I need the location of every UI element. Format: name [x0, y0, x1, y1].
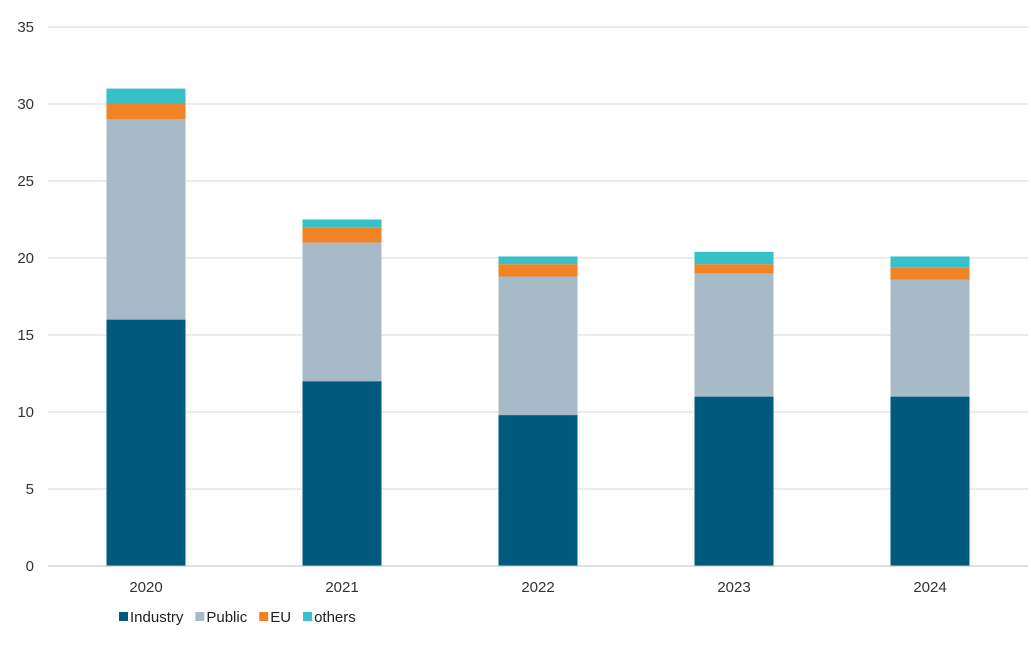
x-tick-label: 2022 [521, 579, 554, 596]
legend-item-others: others [303, 609, 356, 626]
legend-swatch [195, 612, 205, 621]
bar-segment-others-2021 [302, 219, 382, 228]
x-tick-label: 2023 [717, 579, 750, 596]
bar-segment-industry-2022 [498, 415, 578, 566]
bar-segment-industry-2024 [890, 396, 970, 566]
legend-item-industry: Industry [119, 609, 184, 626]
bar-segment-others-2023 [694, 251, 774, 265]
bar-segment-public-2024 [890, 279, 970, 397]
legend-swatch [303, 612, 313, 621]
x-tick-label: 2021 [325, 579, 358, 596]
legend-label: Public [206, 609, 247, 626]
legend-label: EU [270, 609, 291, 626]
y-tick-label: 25 [17, 173, 34, 190]
y-tick-label: 30 [17, 96, 34, 113]
legend-item-public: Public [195, 609, 248, 626]
legend-item-eu: EU [259, 609, 291, 626]
legend-label: Industry [130, 609, 184, 626]
legend: Industry Public EU others [119, 609, 356, 626]
bar-segment-public-2023 [694, 273, 774, 397]
bar-segment-eu-2020 [106, 104, 186, 120]
bar-segment-public-2022 [498, 276, 578, 416]
x-tick-label: 2024 [913, 579, 946, 596]
y-tick-label: 0 [26, 558, 34, 575]
bar-segment-eu-2021 [302, 227, 382, 243]
legend-label: others [314, 609, 356, 626]
bar-segment-others-2024 [890, 256, 970, 268]
bar-segment-industry-2021 [302, 381, 382, 566]
bar-segment-industry-2020 [106, 319, 186, 566]
y-tick-label: 20 [17, 250, 34, 267]
x-tick-label: 2020 [129, 579, 162, 596]
bar-segment-eu-2022 [498, 264, 578, 277]
y-tick-label: 10 [17, 404, 34, 421]
bar-segment-eu-2023 [694, 264, 774, 274]
y-tick-label: 5 [26, 481, 34, 498]
bar-segment-others-2020 [106, 88, 186, 104]
legend-swatch [259, 612, 269, 621]
y-tick-label: 15 [17, 327, 34, 344]
bar-segment-public-2021 [302, 242, 382, 382]
bar-segment-public-2020 [106, 119, 186, 320]
bar-segment-others-2022 [498, 256, 578, 265]
bar-segment-eu-2024 [890, 267, 970, 280]
y-tick-label: 35 [17, 19, 34, 36]
axes: 0 5 10 15 20 25 30 35 2020 2021 2022 2023 2024 [17, 19, 1028, 596]
bars [106, 88, 970, 566]
legend-swatch [119, 612, 128, 621]
bar-segment-industry-2023 [694, 396, 774, 566]
